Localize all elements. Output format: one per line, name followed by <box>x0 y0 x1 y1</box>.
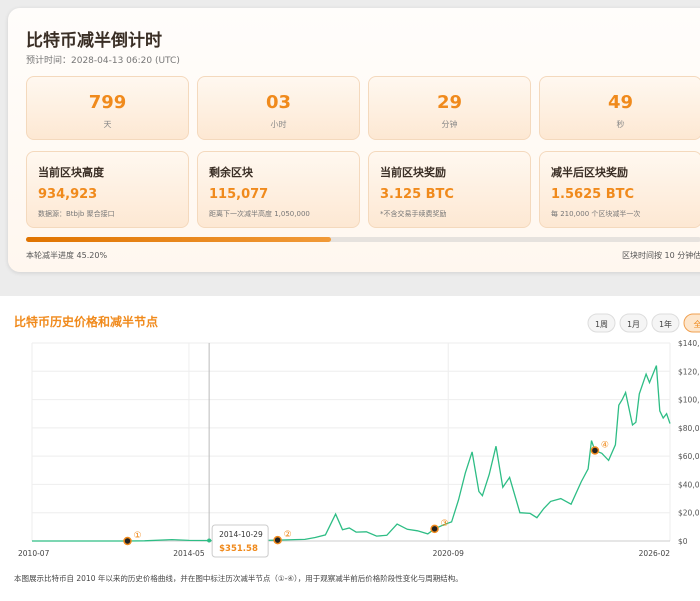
progress-fill <box>26 237 332 242</box>
x-tick-label: 2014-05 <box>173 549 205 558</box>
range-button[interactable]: 1周 <box>587 313 616 333</box>
y-tick-label: $0 <box>678 537 688 546</box>
x-tick-label: 2020-09 <box>433 549 465 558</box>
x-tick-label: 2026-02 <box>639 549 671 558</box>
countdown-box: 03 小时 <box>197 76 360 140</box>
stat-label: 当前区块奖励 <box>380 166 446 179</box>
stat-label: 当前区块高度 <box>38 166 104 179</box>
stat-note: 距离下一次减半高度 1,050,000 <box>209 210 310 218</box>
progress-label: 本轮减半进度 45.20% <box>26 251 108 260</box>
halving-label: ④ <box>601 440 609 450</box>
stat-label: 剩余区块 <box>209 166 253 179</box>
halving-label: ① <box>133 531 141 541</box>
range-button[interactable]: 1月 <box>619 313 648 333</box>
countdown-box: 29 分钟 <box>368 76 531 140</box>
halving-marker <box>273 535 282 545</box>
countdown-box: 799 天 <box>26 76 189 140</box>
stat-box: 当前区块高度 934,923 数据源：Btbjb 聚合接口 <box>26 151 189 228</box>
countdown-value: 29 <box>436 92 463 113</box>
countdown-unit: 秒 <box>616 120 625 129</box>
stat-value: 1.5625 BTC <box>551 187 635 202</box>
tooltip-box <box>211 524 269 558</box>
stat-value: 3.125 BTC <box>380 187 454 202</box>
countdown-unit: 小时 <box>270 120 287 129</box>
chart-note: 本图展示比特币自 2010 年以来的历史价格曲线，并在图中标注历次减半节点（①-… <box>14 573 463 583</box>
countdown-value: 49 <box>607 92 634 113</box>
range-button[interactable]: 1年 <box>651 313 680 333</box>
y-tick-label: $100,000 <box>678 396 700 405</box>
stat-note: *不含交易手续费奖励 <box>380 210 447 218</box>
halving-label: ② <box>284 530 292 540</box>
y-tick-label: $80,000 <box>678 424 700 433</box>
stat-value: 934,923 <box>38 187 98 202</box>
countdown-row: 799 天 03 小时 29 分钟 49 秒 <box>26 76 700 140</box>
countdown-card: 比特币减半倒计时 预计时间：2028-04-13 06:20 (UTC) 799… <box>8 8 700 272</box>
countdown-unit: 天 <box>103 120 112 129</box>
countdown-title: 比特币减半倒计时 <box>26 31 162 51</box>
price-line <box>32 365 671 542</box>
halving-marker <box>590 446 600 455</box>
range-button-label: 1月 <box>627 320 640 329</box>
range-button-bg <box>683 313 700 333</box>
y-tick-label: $120,000 <box>678 367 700 376</box>
chart-title: 比特币历史价格和减半节点 <box>14 314 158 329</box>
range-button-bg <box>651 313 680 333</box>
y-tick-label: $60,000 <box>678 452 700 461</box>
countdown-value: 799 <box>88 92 127 113</box>
countdown-subtitle: 预计时间：2028-04-13 06:20 (UTC) <box>26 56 180 66</box>
range-button-bg <box>619 313 648 333</box>
progress-track <box>26 237 700 242</box>
stat-label: 减半后区块奖励 <box>551 166 628 179</box>
stat-box: 剩余区块 115,077 距离下一次减半高度 1,050,000 <box>197 151 360 228</box>
tooltip-date: 2014-10-29 <box>219 530 263 539</box>
y-tick-label: $140,000 <box>678 339 700 348</box>
chart: 比特币历史价格和减半节点 1周 1月 1年 全 $0 $20,000 $40,000 $60,… <box>14 313 700 583</box>
estimate-note: 区块时间按 10 分钟估算 <box>622 251 700 260</box>
tooltip-value: $351.58 <box>219 544 258 554</box>
range-button-label: 1周 <box>595 320 608 329</box>
stat-box: 当前区块奖励 3.125 BTC *不含交易手续费奖励 <box>368 151 531 228</box>
range-button-label: 1年 <box>659 319 672 329</box>
countdown-unit: 分钟 <box>441 120 458 129</box>
stat-value: 115,077 <box>209 187 269 202</box>
chart-card: 比特币历史价格和减半节点 1周 1月 1年 全 $0 $20,000 $40,000 $60,… <box>0 296 700 601</box>
y-tick-label: $20,000 <box>678 509 700 518</box>
stat-box: 减半后区块奖励 1.5625 BTC 每 210,000 个区块减半一次 <box>539 151 700 228</box>
stats-row: 当前区块高度 934,923 数据源：Btbjb 聚合接口 剩余区块 115,077 距… <box>26 151 700 228</box>
range-button-label: 全 <box>694 319 700 329</box>
range-button-bg <box>587 313 616 333</box>
tooltip-point <box>207 538 212 543</box>
countdown-box: 49 秒 <box>539 76 700 140</box>
x-tick-label: 2010-07 <box>18 549 50 558</box>
range-button[interactable]: 全 <box>683 313 700 333</box>
stat-note: 数据源：Btbjb 聚合接口 <box>38 210 115 218</box>
countdown-value: 03 <box>265 92 292 113</box>
y-tick-label: $40,000 <box>678 480 700 489</box>
halving-marker <box>430 524 439 534</box>
stat-note: 每 210,000 个区块减半一次 <box>551 210 641 218</box>
halving-label: ③ <box>441 519 449 529</box>
halving-marker <box>123 536 132 546</box>
